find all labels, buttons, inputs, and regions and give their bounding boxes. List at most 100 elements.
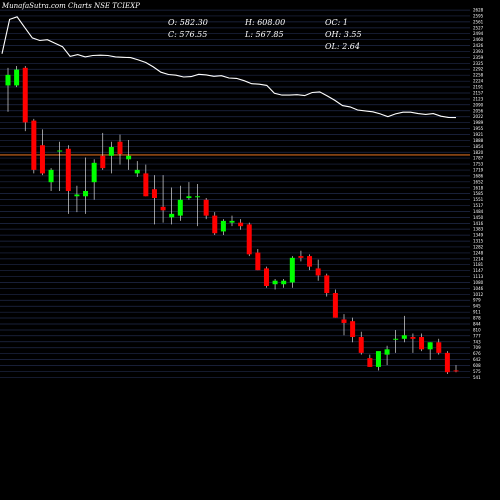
candle-body <box>255 252 261 271</box>
y-tick-label: 1046 <box>473 286 484 291</box>
y-tick-label: 844 <box>473 321 481 326</box>
candle-body <box>419 337 425 350</box>
candle-body <box>169 213 175 218</box>
candle-body <box>281 280 287 285</box>
candle-body <box>393 338 399 340</box>
y-tick-label: 1989 <box>473 120 484 125</box>
y-tick-label: 1854 <box>473 144 484 149</box>
oh-value: OH: 3.55 <box>325 30 362 39</box>
y-tick-label: 575 <box>473 369 481 374</box>
y-tick-label: 2325 <box>473 61 484 66</box>
y-tick-label: 1012 <box>473 292 484 297</box>
y-tick-label: 1585 <box>473 191 484 196</box>
y-tick-label: 2460 <box>473 37 484 42</box>
candle-body <box>436 342 442 353</box>
y-tick-label: 1686 <box>473 173 484 178</box>
y-tick-label: 2595 <box>473 13 484 18</box>
y-tick-label: 911 <box>473 310 481 315</box>
candle-body <box>427 342 433 350</box>
y-tick-label: 541 <box>473 375 481 380</box>
candle-body <box>272 280 278 285</box>
candle-body <box>367 358 373 367</box>
y-tick-label: 1517 <box>473 203 484 208</box>
y-tick-label: 743 <box>473 339 481 344</box>
y-tick-label: 2292 <box>473 67 484 72</box>
candles <box>5 66 459 374</box>
candle-body <box>384 349 390 355</box>
candle-body <box>298 256 304 258</box>
y-tick-label: 945 <box>473 304 481 309</box>
candle-body <box>22 67 28 123</box>
y-tick-label: 878 <box>473 316 481 321</box>
y-tick-label: 2090 <box>473 102 484 107</box>
candle-body <box>39 145 45 174</box>
candle-body <box>324 275 330 294</box>
candle-body <box>186 196 192 199</box>
candle-body <box>151 189 157 199</box>
candle-body <box>48 169 54 183</box>
y-tick-label: 1652 <box>473 179 484 184</box>
chart-title: Charts NSE TCIEXP <box>68 2 140 10</box>
candle-body <box>108 146 114 156</box>
y-tick-label: 709 <box>473 345 481 350</box>
y-tick-label: 1282 <box>473 244 484 249</box>
y-tick-label: 2191 <box>473 84 484 89</box>
ol-value: OL: 2.64 <box>325 42 360 51</box>
candle-body <box>83 190 89 197</box>
y-tick-label: 2258 <box>473 73 484 78</box>
y-tick-label: 1214 <box>473 256 484 261</box>
candle-body <box>332 293 338 318</box>
overlay-line-path <box>1 16 457 119</box>
y-tick-label: 1921 <box>473 132 484 137</box>
y-tick-label: 2527 <box>473 25 484 30</box>
candle-body <box>444 352 450 373</box>
candle-body <box>453 370 459 372</box>
y-tick-label: 1753 <box>473 162 484 167</box>
y-tick-label: 2628 <box>473 8 484 13</box>
y-tick-label: 1787 <box>473 156 484 161</box>
candle-body <box>57 150 63 152</box>
y-tick-label: 1080 <box>473 280 484 285</box>
y-tick-label: 642 <box>473 357 481 362</box>
open-value: O: 582.30 <box>168 18 208 27</box>
candle-body <box>307 256 313 267</box>
y-tick-label: 2022 <box>473 114 484 119</box>
y-tick-label: 2359 <box>473 55 484 60</box>
y-tick-label: 2494 <box>473 31 484 36</box>
y-tick-label: 1618 <box>473 185 484 190</box>
y-tick-label: 1484 <box>473 209 484 214</box>
y-tick-label: 810 <box>473 327 481 332</box>
candle-body <box>375 351 381 367</box>
candle-body <box>203 199 209 216</box>
candle-body <box>229 220 235 223</box>
candle-body <box>31 120 37 170</box>
candle-body <box>315 268 321 276</box>
y-tick-label: 1955 <box>473 126 484 131</box>
candle-body <box>246 224 252 255</box>
y-tick-label: 2393 <box>473 49 484 54</box>
candle-body <box>143 173 149 197</box>
candle-body <box>5 74 11 86</box>
candle-body <box>410 337 416 339</box>
candle-body <box>100 155 106 169</box>
candle-body <box>65 148 71 191</box>
candle-body <box>160 206 166 211</box>
y-tick-label: 1888 <box>473 138 484 143</box>
y-tick-label: 1248 <box>473 250 484 255</box>
y-tick-label: 1820 <box>473 150 484 155</box>
candle-body <box>358 337 364 353</box>
candle-body <box>177 199 183 216</box>
candle-body <box>238 222 244 227</box>
candle-body <box>212 215 218 234</box>
y-tick-label: 979 <box>473 298 481 303</box>
y-tick-label: 1113 <box>473 274 484 279</box>
y-tick-label: 1719 <box>473 168 484 173</box>
y-tick-label: 2224 <box>473 79 484 84</box>
candle-body <box>401 335 407 339</box>
y-tick-label: 1315 <box>473 239 484 244</box>
y-tick-label: 2561 <box>473 19 484 24</box>
candle-body <box>126 155 132 160</box>
chart-caption: MunafaSutra.com Charts NSE TCIEXP <box>2 2 140 10</box>
y-axis-ticks: 2628259525612527249424602426239323592325… <box>473 8 484 380</box>
y-tick-label: 1450 <box>473 215 484 220</box>
